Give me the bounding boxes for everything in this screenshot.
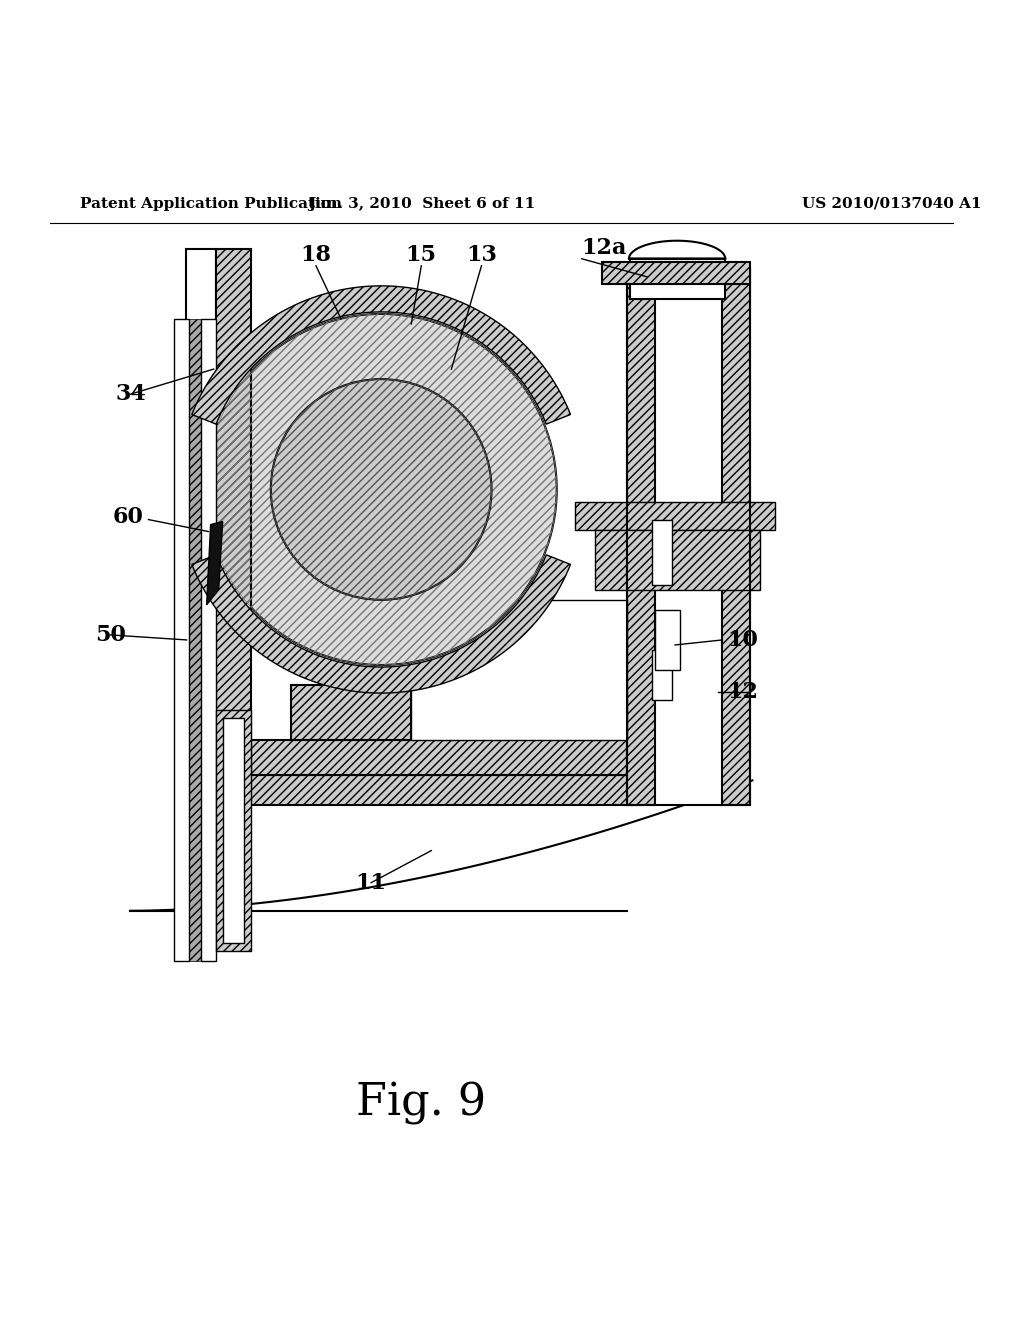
Text: 11: 11 xyxy=(355,871,387,894)
Bar xyxy=(722,269,751,805)
Bar xyxy=(602,261,751,284)
Bar xyxy=(216,248,251,805)
Bar xyxy=(652,520,672,585)
Bar xyxy=(627,269,655,805)
Circle shape xyxy=(206,314,557,665)
Bar xyxy=(185,775,637,805)
Polygon shape xyxy=(191,286,570,424)
Text: 50: 50 xyxy=(95,624,126,645)
Bar xyxy=(188,319,201,961)
Bar xyxy=(627,269,751,805)
Text: 13: 13 xyxy=(466,244,497,265)
Text: 60: 60 xyxy=(113,506,143,528)
Bar xyxy=(595,529,761,590)
Bar xyxy=(216,710,251,950)
Bar xyxy=(222,718,244,942)
Text: 12: 12 xyxy=(727,681,758,704)
Text: Jun. 3, 2010  Sheet 6 of 11: Jun. 3, 2010 Sheet 6 of 11 xyxy=(307,197,535,211)
Text: 18: 18 xyxy=(300,244,332,265)
Polygon shape xyxy=(191,554,570,693)
Bar xyxy=(652,649,672,700)
Bar xyxy=(630,259,725,298)
Bar xyxy=(655,610,680,671)
Bar xyxy=(412,599,627,741)
Text: 12a: 12a xyxy=(582,236,627,259)
Circle shape xyxy=(270,379,492,599)
Bar xyxy=(201,319,216,961)
Bar xyxy=(291,685,412,741)
Text: 34: 34 xyxy=(115,383,145,405)
Bar xyxy=(185,248,216,805)
Bar xyxy=(574,502,775,529)
Text: US 2010/0137040 A1: US 2010/0137040 A1 xyxy=(803,197,982,211)
Bar xyxy=(655,269,722,805)
Text: Fig. 9: Fig. 9 xyxy=(356,1082,486,1125)
Bar xyxy=(251,741,642,775)
Bar xyxy=(574,529,796,649)
Text: 10: 10 xyxy=(727,628,758,651)
Bar xyxy=(173,319,188,961)
Polygon shape xyxy=(207,521,222,605)
Text: 15: 15 xyxy=(406,244,437,265)
Text: Patent Application Publication: Patent Application Publication xyxy=(80,197,342,211)
